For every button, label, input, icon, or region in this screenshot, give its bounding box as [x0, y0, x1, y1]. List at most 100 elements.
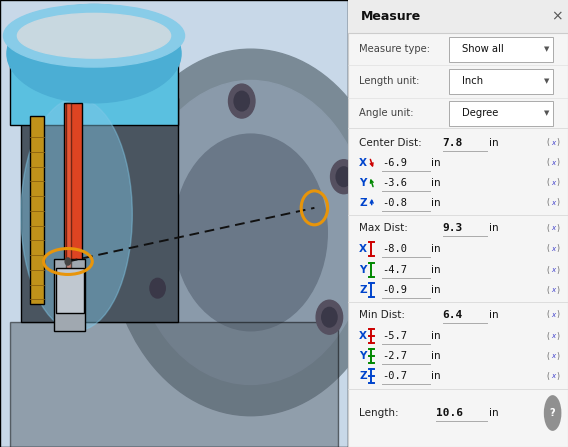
Text: in: in	[431, 371, 440, 381]
Circle shape	[331, 160, 357, 194]
Text: Max Dist:: Max Dist:	[359, 223, 408, 233]
Text: Y: Y	[359, 265, 366, 275]
Text: ): )	[557, 286, 559, 295]
Circle shape	[144, 271, 171, 305]
Text: ): )	[557, 178, 559, 187]
Text: ): )	[557, 198, 559, 207]
FancyBboxPatch shape	[10, 36, 178, 125]
Circle shape	[316, 300, 343, 334]
Circle shape	[336, 167, 352, 186]
FancyBboxPatch shape	[21, 98, 178, 322]
Ellipse shape	[21, 98, 132, 331]
Text: Show all: Show all	[462, 44, 504, 54]
Text: in: in	[489, 310, 499, 320]
Ellipse shape	[7, 4, 181, 103]
FancyBboxPatch shape	[56, 268, 83, 313]
Text: x: x	[552, 160, 556, 166]
Text: ): )	[557, 139, 559, 148]
Text: in: in	[431, 158, 440, 168]
Text: X: X	[359, 244, 367, 254]
Text: x: x	[552, 200, 556, 206]
Text: ): )	[557, 351, 559, 360]
Text: ): )	[557, 224, 559, 232]
Text: -8.0: -8.0	[382, 244, 407, 254]
Circle shape	[321, 308, 337, 327]
Text: x: x	[552, 353, 556, 359]
Text: -3.6: -3.6	[382, 178, 407, 188]
Text: x: x	[552, 267, 556, 273]
Text: Min Dist:: Min Dist:	[359, 310, 405, 320]
Text: Length:: Length:	[359, 408, 399, 418]
Circle shape	[150, 278, 165, 298]
Text: X: X	[359, 331, 367, 341]
Text: Degree: Degree	[462, 108, 499, 118]
FancyBboxPatch shape	[348, 0, 568, 447]
Text: ▼: ▼	[545, 78, 550, 84]
Text: ×: ×	[551, 9, 563, 23]
Circle shape	[174, 134, 327, 331]
Text: in: in	[431, 244, 440, 254]
Text: ): )	[557, 266, 559, 274]
Circle shape	[544, 395, 561, 431]
Text: (: (	[547, 159, 550, 168]
Circle shape	[234, 91, 249, 111]
Text: ): )	[557, 245, 559, 253]
Text: ): )	[557, 332, 559, 341]
Text: x: x	[552, 180, 556, 186]
FancyBboxPatch shape	[0, 0, 348, 447]
Text: Center Dist:: Center Dist:	[359, 138, 422, 148]
FancyBboxPatch shape	[449, 101, 553, 126]
Text: ?: ?	[550, 408, 556, 418]
Text: (: (	[547, 198, 550, 207]
Text: Z: Z	[359, 198, 367, 208]
Text: x: x	[552, 225, 556, 231]
Text: ▼: ▼	[545, 46, 550, 52]
Ellipse shape	[18, 13, 170, 58]
Text: in: in	[489, 408, 499, 418]
Text: (: (	[547, 286, 550, 295]
Text: Angle unit:: Angle unit:	[359, 108, 414, 118]
Text: x: x	[552, 287, 556, 293]
Text: (: (	[547, 178, 550, 187]
Text: x: x	[552, 246, 556, 252]
Text: x: x	[552, 333, 556, 339]
Text: Z: Z	[359, 371, 367, 381]
Text: ): )	[557, 159, 559, 168]
FancyBboxPatch shape	[10, 322, 338, 447]
FancyBboxPatch shape	[64, 103, 82, 291]
Text: -2.7: -2.7	[382, 351, 407, 361]
Text: x: x	[552, 140, 556, 146]
Text: in: in	[431, 178, 440, 188]
Ellipse shape	[3, 4, 185, 67]
Text: in: in	[431, 331, 440, 341]
Text: (: (	[547, 332, 550, 341]
Text: Z: Z	[359, 285, 367, 295]
Circle shape	[65, 258, 70, 265]
Text: x: x	[552, 373, 556, 379]
FancyBboxPatch shape	[54, 259, 85, 331]
Circle shape	[132, 80, 369, 384]
Text: Measure: Measure	[361, 10, 421, 23]
Text: ▼: ▼	[545, 110, 550, 116]
Text: X: X	[359, 158, 367, 168]
Text: 9.3: 9.3	[442, 223, 463, 233]
Text: Measure type:: Measure type:	[359, 44, 430, 54]
Text: ): )	[557, 371, 559, 380]
Text: -0.9: -0.9	[382, 285, 407, 295]
Text: (: (	[547, 245, 550, 253]
Text: (: (	[547, 371, 550, 380]
FancyBboxPatch shape	[30, 116, 44, 304]
Text: Inch: Inch	[462, 76, 483, 86]
Text: -4.7: -4.7	[382, 265, 407, 275]
Text: -0.7: -0.7	[382, 371, 407, 381]
Text: 7.8: 7.8	[442, 138, 463, 148]
FancyBboxPatch shape	[348, 0, 568, 33]
Text: Length unit:: Length unit:	[359, 76, 420, 86]
FancyBboxPatch shape	[66, 103, 72, 291]
Circle shape	[228, 84, 255, 118]
Text: -5.7: -5.7	[382, 331, 407, 341]
FancyBboxPatch shape	[449, 37, 553, 62]
Text: -6.9: -6.9	[382, 158, 407, 168]
Text: 10.6: 10.6	[436, 408, 463, 418]
Text: in: in	[431, 265, 440, 275]
